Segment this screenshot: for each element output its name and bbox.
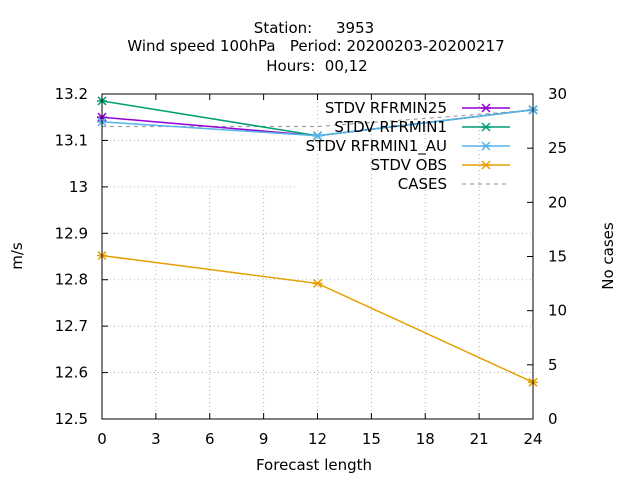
y2-tick-label: 25 (548, 139, 567, 157)
legend-item: CASES (398, 175, 510, 193)
title-line-3: Hours: 00,12 (266, 57, 367, 75)
legend-item: STDV RFRMIN1_AU (306, 137, 510, 156)
y2-tick-label: 0 (548, 410, 558, 428)
y-tick-label: 12.7 (55, 317, 88, 335)
data-point (312, 131, 323, 141)
y2-tick-label: 5 (548, 356, 558, 374)
y2-tick-label: 15 (548, 248, 567, 266)
y-tick-label: 12.8 (55, 271, 88, 289)
grid (102, 94, 533, 419)
legend-label: STDV RFRMIN1 (334, 118, 447, 136)
data-point (481, 141, 491, 151)
data-point (481, 122, 491, 132)
y-tick-label: 13.2 (55, 85, 88, 103)
y-tick-label: 12.9 (55, 224, 88, 242)
legend-item: STDV RFRMIN1 (334, 118, 510, 136)
legend-label: STDV RFRMIN1_AU (306, 137, 447, 156)
legend-label: STDV RFRMIN25 (325, 99, 447, 117)
legend-item: STDV OBS (371, 156, 510, 174)
axis-ticks: 0 3 6 9 12 15 18 21 24 12.5 12.6 12.7 12.8 12.9 13 13.1… (55, 85, 568, 448)
x-tick-label: 9 (259, 430, 269, 448)
x-tick-label: 0 (97, 430, 107, 448)
title-line-2: Wind speed 100hPa Period: 20200203-20200… (127, 37, 504, 55)
y-tick-label: 12.6 (55, 364, 88, 382)
legend-label: CASES (398, 175, 447, 193)
data-point (312, 278, 323, 288)
x-tick-label: 15 (362, 430, 381, 448)
legend-item: STDV RFRMIN25 (325, 99, 510, 117)
x-tick-label: 12 (308, 430, 327, 448)
data-point (481, 160, 491, 170)
y-axis-label: m/s (8, 242, 26, 270)
y2-axis-label: No cases (599, 222, 617, 290)
x-tick-label: 18 (416, 430, 435, 448)
y2-tick-label: 10 (548, 302, 567, 320)
x-tick-label: 24 (523, 430, 542, 448)
y-tick-label: 12.5 (55, 410, 88, 428)
y2-tick-label: 30 (548, 85, 567, 103)
x-tick-label: 6 (205, 430, 215, 448)
y-tick-label: 13.1 (55, 131, 88, 149)
x-tick-label: 3 (151, 430, 161, 448)
data-point (481, 103, 491, 113)
x-axis-label: Forecast length (256, 456, 372, 474)
legend-label: STDV OBS (371, 156, 447, 174)
y2-tick-label: 20 (548, 193, 567, 211)
y-tick-label: 13 (69, 178, 88, 196)
x-tick-label: 21 (470, 430, 489, 448)
series-layer (97, 96, 538, 387)
chart-title: Station: 3953 Wind speed 100hPa Period: … (127, 19, 504, 75)
title-line-1: Station: 3953 (254, 19, 374, 37)
